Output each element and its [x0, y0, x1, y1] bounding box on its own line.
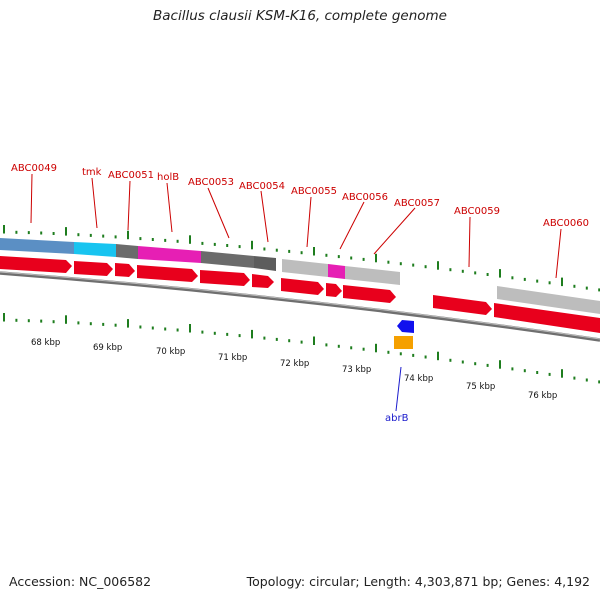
- kbp-label: 70 kbp: [156, 347, 185, 357]
- gene-arrow[interactable]: [433, 295, 492, 315]
- gene-label: ABC0055: [291, 186, 337, 197]
- gene-arrow-reverse[interactable]: [397, 320, 414, 333]
- gene-arrow[interactable]: [281, 278, 324, 295]
- gene-arrow[interactable]: [326, 283, 342, 297]
- forward-features: [0, 256, 600, 333]
- gene-label: ABC0060: [543, 218, 589, 229]
- kbp-label: 69 kbp: [93, 343, 122, 353]
- gene-label: tmk: [82, 167, 102, 178]
- cog-segment-light: [497, 286, 600, 314]
- kbp-label: 74 kbp: [404, 374, 433, 384]
- accession-text: Accession: NC_006582: [9, 574, 152, 589]
- gene-arrow[interactable]: [0, 256, 72, 273]
- label-leaders: [30, 173, 562, 279]
- cog-segment-magenta: [328, 264, 345, 279]
- cog-segment-dark: [116, 244, 138, 259]
- gene-arrow[interactable]: [137, 265, 198, 282]
- cog-segment-dark: [201, 251, 254, 268]
- kbp-label: 75 kbp: [466, 382, 495, 392]
- gene-label: ABC0053: [188, 177, 234, 188]
- cog-segment-light: [345, 266, 400, 285]
- gene-label: holB: [157, 172, 179, 183]
- gene-arrow[interactable]: [494, 303, 600, 333]
- gene-label: ABC0051: [108, 170, 154, 181]
- map-title: Bacillus clausii KSM-K16, complete genom…: [153, 8, 447, 24]
- abrB-leader: [395, 366, 402, 412]
- reverse-features: [394, 320, 414, 349]
- kbp-label: 72 kbp: [280, 359, 309, 369]
- gene-block-orange[interactable]: [394, 336, 413, 349]
- gene-arrow[interactable]: [74, 261, 113, 276]
- gene-label: ABC0054: [239, 181, 285, 192]
- kbp-label: 68 kbp: [31, 338, 60, 348]
- gene-arrow[interactable]: [200, 270, 250, 286]
- gene-label: ABC0056: [342, 192, 388, 203]
- gene-arrow[interactable]: [252, 274, 274, 288]
- gene-label-reverse: abrB: [385, 413, 409, 424]
- kbp-label: 73 kbp: [342, 365, 371, 375]
- kbp-label: 76 kbp: [528, 391, 557, 401]
- kbp-label: 71 kbp: [218, 353, 247, 363]
- cog-segment-cyan: [74, 242, 116, 257]
- cog-band: [0, 238, 600, 314]
- gene-label: ABC0057: [394, 198, 440, 209]
- genome-backbone: [0, 271, 600, 342]
- topology-summary: Topology: circular; Length: 4,303,871 bp…: [246, 574, 590, 589]
- gene-arrow[interactable]: [343, 285, 396, 303]
- gene-label: ABC0049: [11, 163, 57, 174]
- gene-label: ABC0059: [454, 206, 500, 217]
- gene-arrow[interactable]: [115, 263, 135, 277]
- cog-segment-light: [282, 259, 328, 277]
- outer-tick-marks: [3, 225, 600, 292]
- inner-tick-marks: [3, 313, 600, 384]
- cog-segment-dark: [254, 256, 276, 271]
- cog-segment-magenta: [138, 246, 201, 263]
- cog-segment-blue: [0, 238, 74, 254]
